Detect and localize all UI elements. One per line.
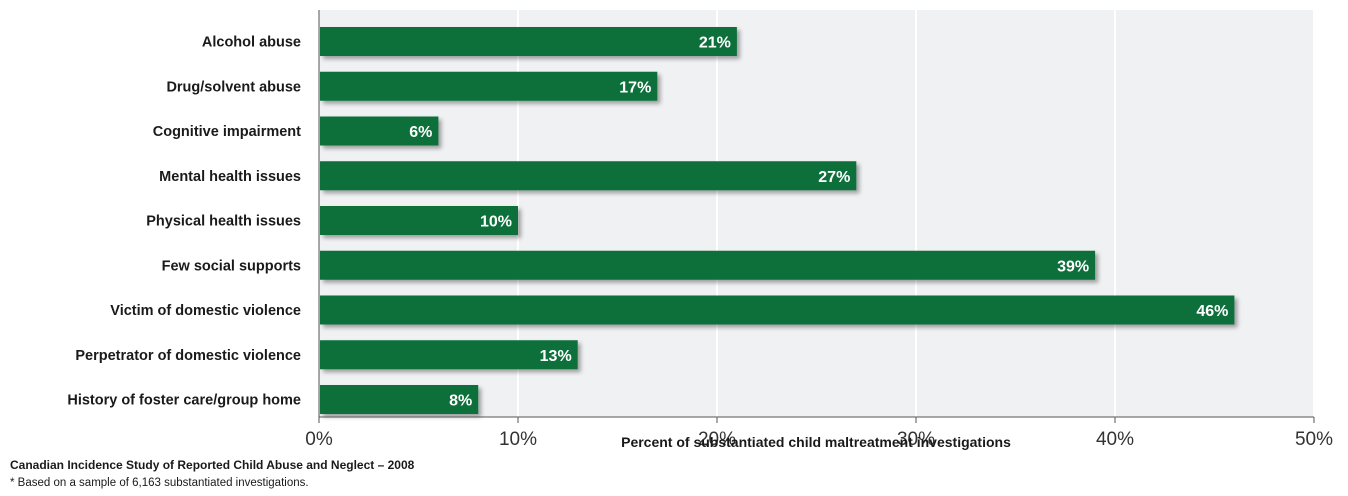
bar: [320, 385, 479, 414]
bar: [320, 250, 1096, 280]
x-tick-label: 30%: [897, 429, 935, 450]
bar-value-label: 21%: [699, 35, 731, 52]
x-tick-label: 0%: [305, 429, 333, 450]
bar: [320, 116, 439, 146]
bar-value-label: 46%: [1196, 303, 1228, 320]
category-label: Mental health issues: [159, 169, 301, 185]
category-label: Drug/solvent abuse: [166, 79, 301, 95]
bar-value-label: 10%: [480, 214, 512, 231]
category-label: Cognitive impairment: [153, 124, 301, 140]
category-label: Alcohol abuse: [202, 35, 301, 51]
x-tick-label: 40%: [1096, 429, 1134, 450]
category-label: Perpetrator of domestic violence: [75, 348, 301, 364]
bar: [320, 27, 737, 56]
x-axis-ticks: 0% 10% 20% 30% 40% 50%: [305, 417, 1333, 450]
axes: [318, 10, 1314, 418]
bar: [320, 71, 658, 101]
bar-value-label: 27%: [818, 169, 850, 186]
source-note: Canadian Incidence Study of Reported Chi…: [10, 458, 415, 472]
category-label: History of foster care/group home: [67, 393, 301, 409]
category-label: Physical health issues: [146, 214, 301, 230]
bar: [320, 295, 1235, 325]
bar-value-label: 13%: [540, 348, 572, 365]
x-tick-label: 20%: [698, 429, 736, 450]
bar: [320, 206, 518, 235]
bars: 21% 17% 6% 27% 10% 39% 46% 13% 8%: [320, 27, 1235, 414]
category-label: Victim of domestic violence: [110, 303, 301, 319]
bar-value-label: 6%: [409, 124, 432, 141]
footnote: * Based on a sample of 6,163 substantiat…: [10, 477, 309, 489]
chart: 21% 17% 6% 27% 10% 39% 46% 13% 8% 0% 10% 20% 30% 40%…: [67, 10, 1333, 450]
bar-value-label: 17%: [619, 79, 651, 96]
bar-value-label: 39%: [1057, 258, 1089, 275]
bar: [320, 340, 578, 370]
bar-value-label: 8%: [449, 393, 472, 410]
category-label: Few social supports: [162, 258, 301, 274]
bar: [320, 161, 857, 191]
x-axis-label: Percent of substantiated child maltreatm…: [621, 434, 1011, 450]
x-tick-label: 10%: [499, 429, 537, 450]
category-labels: Alcohol abuse Drug/solvent abuse Cognitive…: [67, 35, 301, 409]
x-tick-label: 50%: [1295, 429, 1333, 450]
